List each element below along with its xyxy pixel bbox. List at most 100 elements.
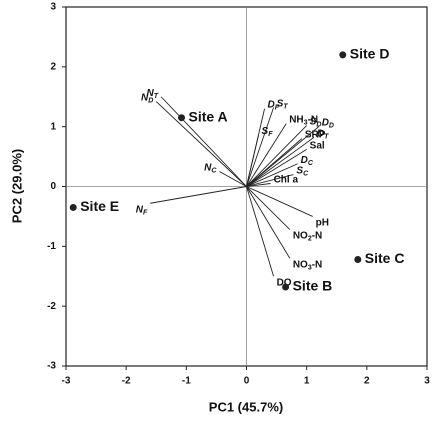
loading-label-sub: C — [211, 167, 217, 174]
loading-label-main: D — [317, 128, 324, 139]
loading-label-main: NO — [293, 230, 308, 241]
loading-label-sub: 2 — [308, 235, 312, 242]
loading-label-main: D — [268, 99, 275, 110]
y-tick-label: 1 — [50, 121, 56, 132]
loading-label-main: pH — [316, 217, 329, 228]
loading-label-main: D — [301, 154, 308, 165]
y-tick-label: -1 — [47, 241, 56, 252]
loading-vector — [246, 186, 291, 259]
loading-label-main: N — [136, 204, 144, 215]
site-label: Site A — [189, 108, 228, 124]
loading-label: NO2-N — [293, 230, 322, 242]
loading-vector — [246, 134, 259, 187]
loading-label: NO3-N — [293, 259, 322, 271]
loading-label: SD — [310, 116, 322, 128]
y-tick-label: 0 — [50, 181, 56, 192]
loading-vector — [160, 96, 247, 187]
site-label: Site C — [365, 250, 405, 266]
loading-label-sub: F — [143, 209, 148, 216]
loading-label-sub: D — [148, 97, 153, 104]
site-point — [178, 114, 186, 122]
loading-label-sub: D — [316, 121, 321, 128]
site-label: Site D — [350, 46, 390, 62]
y-axis-title: PC2 (29.0%) — [9, 149, 24, 223]
loading-vector — [246, 107, 275, 187]
site-point — [354, 255, 362, 263]
y-tick-label: -2 — [47, 301, 56, 312]
site-label: Site B — [293, 278, 333, 294]
x-axis-title: PC1 (45.7%) — [209, 399, 283, 414]
loading-label-sub: C — [308, 160, 314, 167]
loading-vector — [246, 125, 307, 187]
loading-label-suffix: -N — [308, 114, 319, 125]
loading-label-main: N — [147, 87, 155, 98]
x-tick-label: -2 — [122, 376, 131, 387]
loading-label-main: N — [204, 162, 212, 173]
site-point — [69, 203, 77, 211]
loading-label-main: N — [141, 92, 149, 103]
loading-label-main: S — [296, 165, 303, 176]
x-tick-label: 0 — [244, 376, 250, 387]
loading-label-main: NH — [289, 114, 303, 125]
loading-vector — [246, 137, 315, 187]
loading-label-sub: F — [268, 131, 273, 138]
loading-label: SRP — [305, 129, 326, 140]
loading-label-main: DO — [277, 277, 292, 288]
loading-vector — [246, 186, 291, 230]
y-tick-label: 2 — [50, 61, 56, 72]
loading-vector — [246, 183, 271, 187]
loading-label: DT — [317, 128, 329, 140]
loading-label-main: S — [310, 116, 317, 127]
x-tick-label: 1 — [304, 376, 310, 387]
loading-label: NT — [147, 87, 159, 99]
x-tick-label: 3 — [424, 376, 430, 387]
x-tick-label: 2 — [364, 376, 370, 387]
loading-label-sub: C — [303, 170, 309, 177]
loading-label-main: D — [322, 117, 329, 128]
loading-label: DC — [301, 154, 314, 166]
loading-label-main: Sal — [310, 140, 325, 151]
x-tick-label: -1 — [182, 376, 191, 387]
y-tick-label: -3 — [47, 361, 56, 372]
loading-label: DF — [268, 99, 280, 111]
loading-vector — [246, 138, 303, 187]
loading-label-sub: 3 — [308, 264, 312, 271]
loading-label: ND — [141, 92, 153, 104]
loading-label-sub: 3 — [304, 120, 308, 127]
loading-vector — [246, 123, 287, 187]
loading-label: SC — [296, 165, 309, 177]
loading-vector — [246, 149, 307, 187]
loading-vector — [150, 186, 247, 204]
loading-vector — [155, 101, 247, 187]
loading-label: NH3-N — [289, 114, 318, 126]
site-point — [282, 283, 290, 291]
loading-label-suffix: -N — [312, 259, 323, 270]
loading-label-main: Chl a — [274, 174, 299, 185]
loading-label: NC — [204, 162, 217, 174]
loading-label: ST — [277, 98, 289, 110]
loading-label-main: NO — [293, 259, 308, 270]
x-tick-label: -3 — [62, 376, 71, 387]
site-point — [339, 51, 347, 59]
loading-label: Sal — [310, 140, 325, 151]
site-label: Site E — [80, 198, 119, 214]
loading-label-sub: D — [329, 123, 334, 130]
loading-label: SF — [262, 126, 274, 138]
loading-label-sub: T — [154, 93, 159, 100]
loading-label-suffix: -N — [312, 230, 323, 241]
loading-label: DD — [322, 117, 334, 129]
loading-vector — [246, 174, 294, 187]
loading-label-sub: T — [283, 103, 288, 110]
loading-label: Chl a — [274, 174, 299, 185]
loading-label: pH — [316, 217, 329, 228]
y-tick-label: 3 — [50, 2, 56, 13]
loading-label-main: SRP — [305, 129, 326, 140]
loading-label-main: S — [277, 98, 284, 109]
loading-label: DO — [277, 277, 292, 288]
loading-vector — [219, 171, 247, 187]
loading-label-sub: F — [275, 105, 280, 112]
loading-vector — [246, 163, 298, 187]
loading-vector — [246, 186, 275, 277]
loading-label-sub: T — [324, 133, 329, 140]
